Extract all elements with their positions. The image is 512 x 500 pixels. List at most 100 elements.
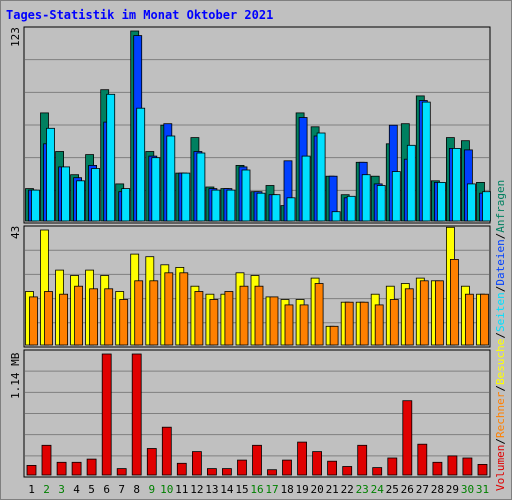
bar-volumen-day-12 — [191, 451, 202, 476]
bar-rechner-day-16 — [254, 285, 264, 346]
legend-entry-dateien: Dateien — [494, 239, 507, 285]
bar-seiten-day-13 — [211, 189, 221, 222]
bar-rechner-day-2 — [44, 291, 53, 346]
x-tick-label-day-17: 17 — [265, 483, 278, 496]
x-tick-label-day-25: 25 — [386, 483, 399, 496]
bar-volumen-day-21 — [327, 460, 338, 476]
bar-volumen-day-26 — [402, 400, 413, 476]
bar-volumen-day-2 — [41, 444, 52, 476]
bar-rechner-day-10 — [164, 272, 174, 346]
x-tick-label-day-2: 2 — [43, 483, 50, 496]
bar-seiten-day-15 — [241, 169, 251, 222]
bar-volumen-day-18 — [282, 459, 292, 476]
bar-volumen-day-5 — [86, 458, 97, 476]
legend-separator: / — [494, 286, 507, 293]
bar-rechner-day-25 — [389, 299, 399, 346]
bar-volumen-day-31 — [477, 463, 488, 476]
bar-rechner-day-6 — [104, 288, 114, 346]
bar-rechner-day-15 — [239, 285, 249, 346]
bar-seiten-day-27 — [421, 101, 431, 222]
legend-text: Volumen/Rechner/Besuche/Seiten/Dateien/A… — [494, 180, 507, 491]
x-tick-label-day-9: 9 — [148, 483, 155, 496]
bar-rechner-day-4 — [74, 285, 83, 346]
bar-volumen-day-24 — [372, 467, 383, 476]
bar-seiten-day-16 — [256, 192, 266, 222]
bar-volumen-day-17 — [267, 469, 277, 476]
bar-volumen-day-23 — [357, 444, 368, 476]
bar-seiten-day-14 — [226, 189, 236, 222]
bar-seiten-day-17 — [271, 194, 281, 222]
bar-rechner-day-28 — [434, 280, 444, 346]
x-tick-label-day-30: 30 — [461, 483, 474, 496]
bar-rechner-day-11 — [179, 272, 189, 346]
bar-volumen-day-14 — [221, 468, 232, 476]
legend-entry-rechner: Rechner — [494, 391, 507, 438]
legend-entry-besuche: Besuche — [494, 339, 507, 385]
bar-seiten-day-1 — [31, 189, 40, 222]
legend-entry-anfragen: Anfragen — [494, 180, 507, 233]
x-tick-label-day-3: 3 — [58, 483, 65, 496]
bar-volumen-day-25 — [387, 457, 398, 476]
x-tick-label-day-21: 21 — [326, 483, 339, 496]
bar-volumen-day-6 — [101, 353, 112, 476]
bottom-y-max-label: 1.14 MB — [9, 352, 22, 399]
bar-rechner-day-22 — [344, 301, 354, 346]
legend-separator: / — [494, 332, 507, 339]
bar-rechner-day-12 — [194, 291, 204, 346]
bar-seiten-day-19 — [301, 155, 311, 222]
bar-rechner-day-13 — [209, 299, 219, 346]
bar-rechner-day-29 — [449, 258, 459, 346]
bar-seiten-day-20 — [316, 132, 326, 222]
bar-rechner-day-3 — [59, 293, 68, 346]
x-tick-label-day-18: 18 — [280, 483, 293, 496]
x-tick-label-day-16: 16 — [250, 483, 263, 496]
bar-volumen-day-7 — [116, 468, 127, 476]
bar-volumen-day-28 — [432, 461, 443, 476]
legend-separator: / — [494, 438, 507, 445]
bar-rechner-day-23 — [359, 301, 369, 346]
bar-volumen-day-30 — [462, 457, 473, 476]
bar-seiten-day-6 — [106, 93, 116, 222]
bar-rechner-day-8 — [134, 280, 144, 346]
bar-seiten-day-5 — [91, 168, 100, 222]
x-tick-label-day-29: 29 — [446, 483, 459, 496]
bar-seiten-day-18 — [286, 197, 296, 222]
bar-seiten-day-3 — [61, 166, 70, 222]
x-tick-label-day-11: 11 — [175, 483, 188, 496]
bar-seiten-day-28 — [436, 181, 446, 222]
x-tick-label-day-6: 6 — [103, 483, 110, 496]
x-tick-label-day-22: 22 — [341, 483, 354, 496]
bar-seiten-day-25 — [391, 171, 401, 222]
x-tick-label-day-5: 5 — [88, 483, 95, 496]
middle-y-max-label: 43 — [9, 226, 22, 239]
x-tick-label-day-31: 31 — [476, 483, 489, 496]
bar-seiten-day-9 — [151, 157, 161, 222]
x-tick-label-day-12: 12 — [190, 483, 203, 496]
x-tick-label-day-10: 10 — [160, 483, 173, 496]
bar-rechner-day-1 — [29, 296, 38, 346]
bar-volumen-day-19 — [297, 441, 308, 476]
bar-volumen-day-9 — [146, 448, 157, 476]
bar-volumen-day-11 — [176, 462, 187, 476]
bar-seiten-day-11 — [181, 172, 191, 222]
x-tick-label-day-24: 24 — [371, 483, 385, 496]
x-tick-label-day-1: 1 — [28, 483, 35, 496]
legend-entry-seiten: Seiten — [494, 292, 507, 332]
bar-rechner-day-20 — [314, 283, 324, 346]
bar-rechner-day-30 — [464, 293, 474, 346]
bar-rechner-day-31 — [480, 293, 489, 346]
x-tick-label-day-20: 20 — [310, 483, 323, 496]
x-tick-label-day-13: 13 — [205, 483, 218, 496]
bar-seiten-day-7 — [121, 188, 131, 222]
x-tick-label-day-19: 19 — [295, 483, 308, 496]
bar-rechner-day-19 — [299, 304, 309, 346]
bar-volumen-day-22 — [342, 466, 353, 476]
top-y-max-label: 123 — [9, 27, 22, 47]
bar-rechner-day-24 — [374, 304, 384, 346]
bar-seiten-day-29 — [451, 147, 461, 222]
x-tick-label-day-28: 28 — [431, 483, 444, 496]
legend-separator: / — [494, 385, 507, 392]
bar-seiten-day-4 — [76, 180, 85, 222]
bar-volumen-day-10 — [161, 426, 172, 476]
